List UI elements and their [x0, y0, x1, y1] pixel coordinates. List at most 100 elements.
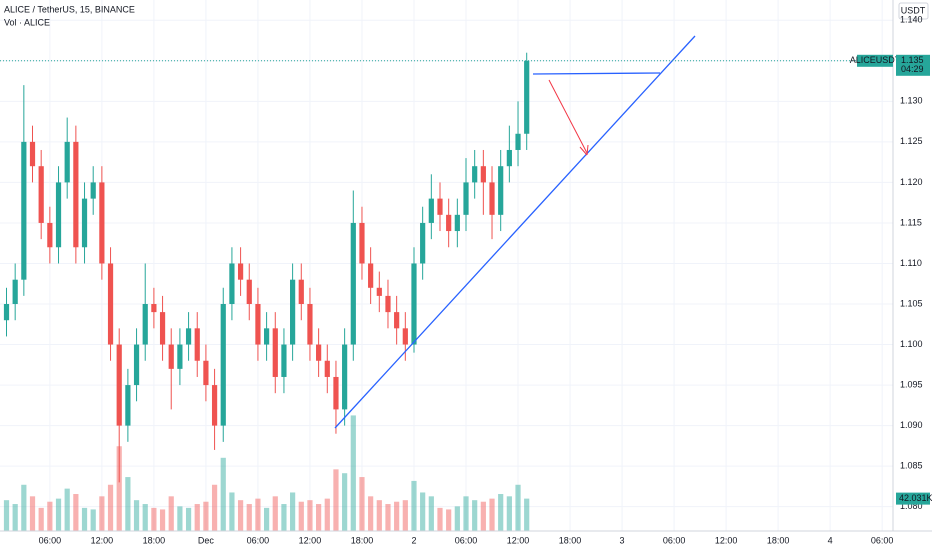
volume-bar — [290, 492, 296, 531]
volume-bar — [142, 504, 148, 531]
candle-body — [64, 141, 70, 183]
trend-line[interactable] — [334, 35, 696, 429]
volume-bar — [368, 496, 374, 531]
volume-bar — [333, 469, 339, 531]
volume-bar — [446, 509, 452, 531]
volume-bar — [194, 504, 200, 531]
y-tick-label: 1.140 — [900, 15, 923, 25]
candle-body — [99, 182, 105, 264]
volume-bar — [73, 494, 79, 531]
y-tick-label: 1.095 — [900, 379, 923, 389]
volume-bar — [489, 498, 495, 531]
candle-body — [515, 133, 521, 150]
candle-body — [211, 385, 218, 426]
x-tick-label: 2 — [411, 535, 416, 545]
volume-bar — [316, 504, 322, 531]
candle-body — [368, 263, 374, 288]
candle-body — [333, 376, 339, 410]
candle-body — [3, 304, 10, 321]
candle-body — [316, 344, 322, 361]
y-tick-label: 1.120 — [900, 177, 923, 187]
candle-body — [342, 344, 348, 410]
volume-bar — [220, 457, 226, 531]
volume-bar — [350, 415, 356, 531]
volume-label-bg — [896, 492, 930, 505]
volume-bar — [359, 477, 365, 531]
candle-body — [21, 141, 27, 280]
x-tick-label: 06:00 — [247, 535, 270, 545]
candle-body — [359, 222, 365, 264]
candle-body — [81, 198, 88, 248]
volume-bar — [324, 498, 330, 531]
y-tick-label: 1.125 — [900, 136, 923, 146]
candle-body — [47, 222, 53, 248]
volume-bar — [515, 484, 521, 531]
y-tick-label: 1.090 — [900, 420, 923, 430]
candle-body — [376, 287, 382, 296]
volume-bar — [411, 480, 417, 531]
volume-bar — [463, 496, 469, 531]
candle-body — [38, 166, 44, 223]
volume-bar — [437, 507, 443, 531]
candle-body — [298, 279, 304, 305]
volume-bar — [420, 492, 426, 531]
x-tick-label: 06:00 — [455, 535, 478, 545]
volume-bar — [454, 506, 460, 531]
currency: USDT — [901, 5, 926, 15]
volume-bar — [307, 500, 313, 531]
volume-bar — [29, 496, 36, 531]
x-tick-label: 18:00 — [143, 535, 166, 545]
candle-body — [90, 182, 96, 199]
volume-bar — [107, 484, 114, 531]
candle-body — [237, 263, 244, 280]
volume-label: 42.031K — [899, 493, 932, 503]
volume-bar — [159, 509, 166, 531]
currency-button[interactable] — [898, 2, 929, 20]
volume-bar — [506, 496, 512, 531]
x-tick-label: 06:00 — [39, 535, 62, 545]
candle-body — [524, 60, 530, 134]
x-tick-label: 3 — [620, 535, 625, 545]
volume-bar — [177, 506, 183, 531]
x-tick-label: 12:00 — [299, 535, 322, 545]
candle-body — [29, 141, 36, 167]
candle-body — [489, 182, 495, 215]
x-tick-label: 12:00 — [91, 535, 114, 545]
x-tick-label: 18:00 — [559, 535, 582, 545]
symbol-label-bg — [857, 54, 893, 67]
volume-bar — [81, 507, 88, 531]
volume-bar — [151, 507, 157, 531]
candle-body — [246, 279, 252, 305]
candle-body — [177, 344, 183, 369]
candle-body — [480, 166, 486, 183]
candle-body — [229, 263, 235, 305]
x-tick-label: 06:00 — [663, 535, 686, 545]
volume-bar — [281, 504, 287, 531]
volume-bar — [185, 507, 192, 531]
candle-body — [498, 166, 504, 215]
horizontal-ray[interactable] — [532, 72, 661, 75]
volume-bar — [376, 500, 382, 531]
candle-body — [402, 328, 408, 345]
candle-body — [394, 312, 400, 329]
volume-bar — [229, 492, 235, 531]
candle-body — [168, 344, 174, 369]
candle-body — [454, 214, 460, 232]
candle-body — [428, 198, 434, 223]
volume-bars — [3, 415, 530, 531]
volume-bar — [480, 501, 486, 531]
volume-bar — [168, 496, 174, 531]
volume-bar — [237, 500, 244, 531]
volume-bar — [133, 500, 140, 531]
candle-body — [220, 304, 226, 426]
volume-bar — [498, 494, 504, 531]
candle-body — [203, 360, 209, 386]
volume-bar — [64, 488, 70, 531]
candle-body — [411, 263, 417, 345]
candles — [3, 52, 530, 483]
candle-body — [385, 295, 391, 313]
volume-bar — [263, 507, 270, 531]
arrow-line[interactable] — [548, 79, 588, 154]
volume-bar — [524, 498, 530, 531]
x-tick-label: 18:00 — [767, 535, 790, 545]
